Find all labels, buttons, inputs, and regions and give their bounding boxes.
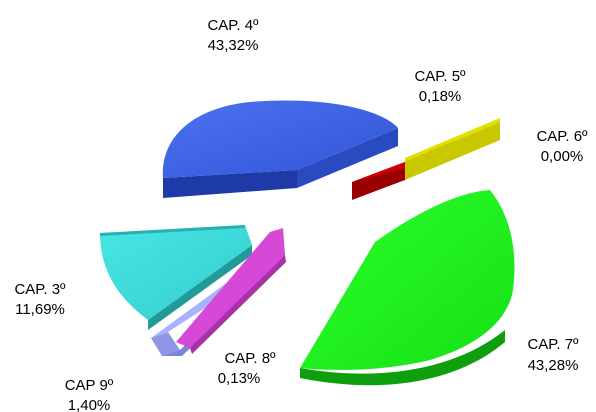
label-cap-5-name: CAP. 5º	[414, 68, 466, 85]
slice-cap-8	[176, 228, 286, 354]
slice-cap-3	[100, 225, 252, 330]
label-cap-8-name: CAP. 8º	[224, 350, 276, 367]
label-cap-4: CAP. 4º 43,32%	[207, 17, 259, 54]
label-cap-8: CAP. 8º 0,13%	[218, 350, 276, 387]
label-cap-3-name: CAP. 3º	[14, 281, 66, 298]
label-cap-9: CAP 9º 1,40%	[65, 377, 114, 412]
slice-cap-6	[405, 118, 500, 180]
label-cap-8-value: 0,13%	[218, 370, 261, 387]
label-cap-9-value: 1,40%	[68, 397, 111, 412]
slice-cap-7	[300, 190, 515, 386]
label-cap-4-value: 43,32%	[208, 37, 259, 54]
label-cap-7: CAP. 7º 43,28%	[527, 336, 579, 374]
label-cap-7-value: 43,28%	[528, 357, 579, 374]
label-cap-4-name: CAP. 4º	[207, 17, 259, 34]
label-cap-3-value: 11,69%	[15, 301, 65, 318]
slice-cap-4	[162, 100, 398, 198]
slice-cap-5	[352, 140, 455, 200]
label-cap-6-value: 0,00%	[541, 148, 584, 165]
label-cap-7-name: CAP. 7º	[527, 336, 579, 353]
label-cap-6: CAP. 6º 0,00%	[536, 128, 588, 165]
label-cap-5-value: 0,18%	[419, 88, 462, 105]
label-cap-5: CAP. 5º 0,18%	[414, 68, 466, 105]
label-cap-6-name: CAP. 6º	[536, 128, 588, 145]
label-cap-3: CAP. 3º 11,69%	[14, 281, 66, 318]
label-cap-9-name: CAP 9º	[65, 377, 114, 394]
